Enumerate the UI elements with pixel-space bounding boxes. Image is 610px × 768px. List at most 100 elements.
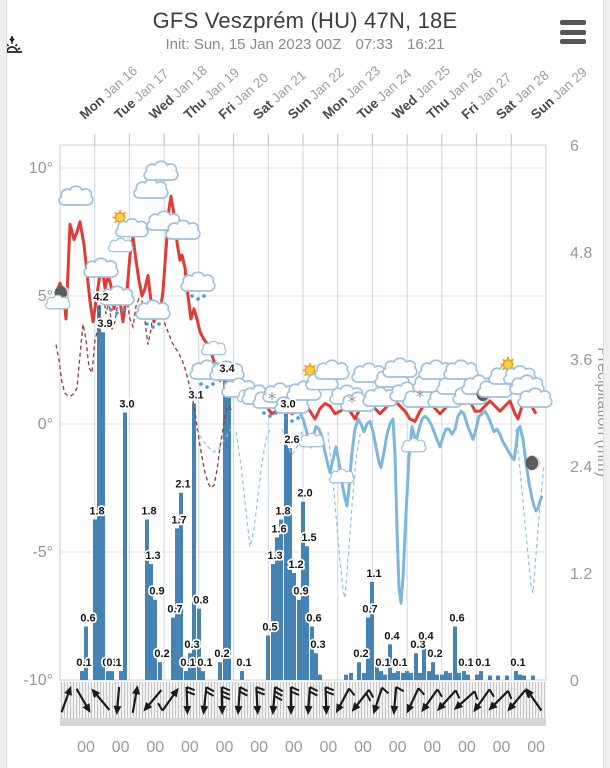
precip-bar [240,671,244,680]
precip-value-label: 0.1 [458,657,473,669]
hour-label: 00 [423,739,441,756]
cloud-icon [143,160,179,181]
precip-bar [145,519,149,680]
precip-value-label: 0.3 [310,639,325,651]
sun-cloud-icon [113,210,148,237]
wind-barb-icon [368,685,390,717]
precip-value-label: 0.8 [193,595,208,607]
sunrise-time: 07:33 [355,36,393,53]
precip-value-label: 0.1 [180,657,195,669]
hour-label: 00 [458,739,476,756]
precip-value-label: 4.2 [93,291,108,303]
cloud-icon [133,178,169,199]
precip-bar [227,376,231,680]
precip-value-label: 0.2 [353,648,368,660]
precip-bar [401,672,405,680]
precip-bar [153,599,157,680]
precip-value-label: 0.1 [475,657,490,669]
wind-barb-icon [347,686,375,716]
precip-value-label: 0.1 [510,657,525,669]
precip-value-label: 0.2 [154,648,169,660]
precip-bar [344,674,348,680]
init-label: Init: Sun, 15 Jan 2023 00Z [165,36,342,53]
precip-tick-label: 3.6 [570,352,592,369]
precip-bar [223,376,227,680]
precip-bar [435,674,439,680]
wind-barb-icon [216,685,231,717]
precip-value-label: 0.1 [375,657,390,669]
wind-barb-icon [251,685,266,717]
hour-label: 00 [181,739,199,756]
wind-barb-icon [285,685,300,717]
precip-bar [414,653,418,680]
precip-tick-label: 4.8 [570,245,592,262]
cloud-icon [298,432,325,448]
cloud-icon [200,340,227,356]
temp-tick-label: -10° [23,672,53,689]
precip-bar [427,671,431,680]
precip-value-label: 1.8 [141,505,156,517]
precip-bar [479,671,483,680]
hour-label: 00 [320,739,338,756]
precip-bar [192,403,196,680]
precip-bar [305,546,309,680]
cloud-icon [165,219,201,240]
precip-bar [418,672,422,680]
precip-bar [149,564,153,680]
precip-bar [462,671,466,680]
precip-bar [197,608,201,680]
precip-bar [370,581,374,680]
precip-bar [349,672,353,680]
precip-tick-label: 6 [570,138,579,155]
precip-value-label: 1.2 [288,559,303,571]
prev-run-temp-line [55,289,233,490]
precip-bar [444,671,448,680]
precip-bar [409,672,413,680]
precip-bar [366,617,370,680]
precip-bar [301,501,305,680]
hour-label: 00 [285,739,303,756]
wind-barb-icon [469,685,495,716]
wind-barb-icon [484,686,513,715]
precip-bar [448,672,452,680]
hour-label: 00 [389,739,407,756]
cloud-icon [328,468,355,484]
precip-value-label: 0.1 [102,657,117,669]
precip-bar [314,653,318,680]
wind-barb-icon [320,685,335,717]
precip-bar [284,412,288,680]
precip-value-label: 0.2 [427,648,442,660]
precip-bar [440,674,444,680]
precip-bar [466,674,470,680]
precip-bar [514,671,518,680]
wind-barb-icon [331,685,356,717]
wind-barb-icon [181,685,196,717]
precip-bar [357,662,361,680]
feels-dashed-line [327,431,361,599]
precip-value-label: 0.4 [384,630,400,642]
precip-bar [93,519,97,680]
precip-bar [422,644,426,680]
precip-value-label: 2.6 [284,434,299,446]
precip-value-label: 0.6 [449,612,464,624]
hour-label: 00 [112,739,130,756]
precip-value-label: 0.1 [236,657,251,669]
menu-icon[interactable] [560,20,586,44]
precip-value-label: 0.5 [262,621,277,633]
hour-label: 00 [354,739,372,756]
precip-value-label: 0.7 [362,604,377,616]
precip-bar [362,672,366,680]
precip-bar [266,635,270,680]
cloud-icon [58,185,94,206]
precip-bar [396,671,400,680]
precip-bar [475,674,479,680]
precip-bar [379,671,383,680]
precip-bar [175,528,179,680]
precip-value-label: 2.1 [175,479,190,491]
precip-bar [505,675,509,680]
precip-value-label: 3.1 [188,390,203,402]
precip-value-label: 1.8 [275,505,290,517]
precip-tick-label: 1.2 [570,566,592,583]
hour-label: 00 [250,739,268,756]
precip-value-label: 1.3 [267,550,282,562]
